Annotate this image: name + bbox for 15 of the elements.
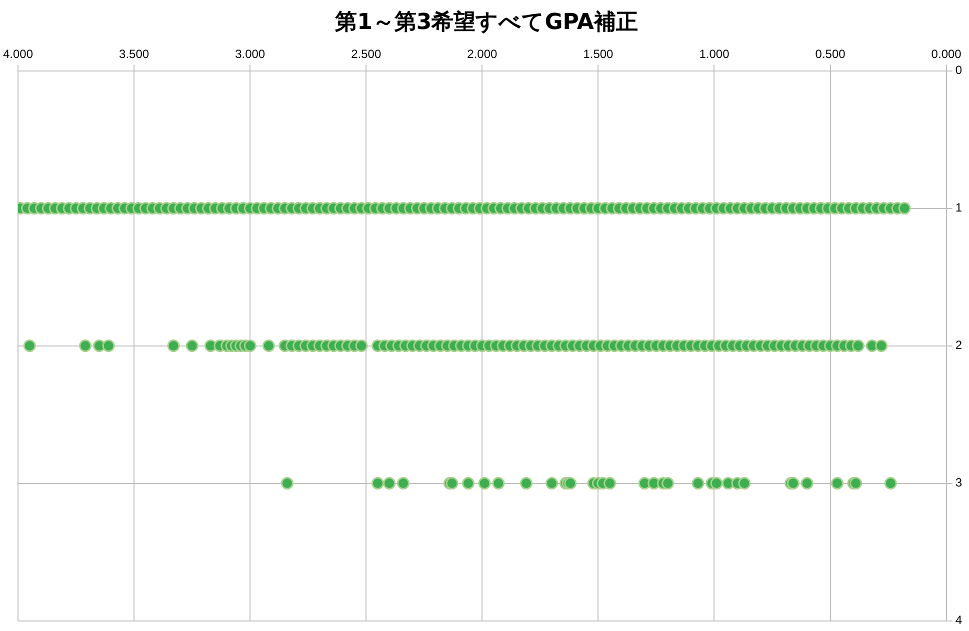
y-tick-label: 4	[955, 613, 962, 628]
x-tick-label: 4.000	[3, 46, 34, 61]
x-tick-label: 0.500	[815, 46, 846, 61]
y-tick-label: 0	[955, 63, 962, 78]
y-tick-label: 3	[955, 476, 962, 490]
x-tick-label: 3.500	[119, 46, 150, 61]
y-tick-label: 2	[955, 338, 962, 352]
x-tick-label: 0.000	[931, 46, 962, 61]
x-tick-label: 1.500	[583, 46, 614, 61]
x-tick-label: 2.500	[351, 46, 382, 61]
x-tick-label: 3.000	[235, 46, 266, 61]
y-tick-label: 1	[955, 200, 962, 215]
chart-title: 第1～第3希望すべてGPA補正	[334, 8, 638, 35]
x-tick-label: 1.000	[699, 46, 730, 61]
x-tick-label: 2.000	[467, 46, 498, 61]
